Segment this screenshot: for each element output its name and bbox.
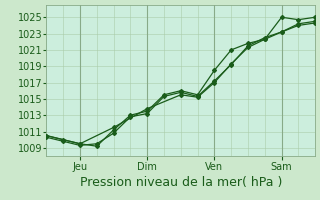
X-axis label: Pression niveau de la mer( hPa ): Pression niveau de la mer( hPa ): [80, 176, 282, 189]
